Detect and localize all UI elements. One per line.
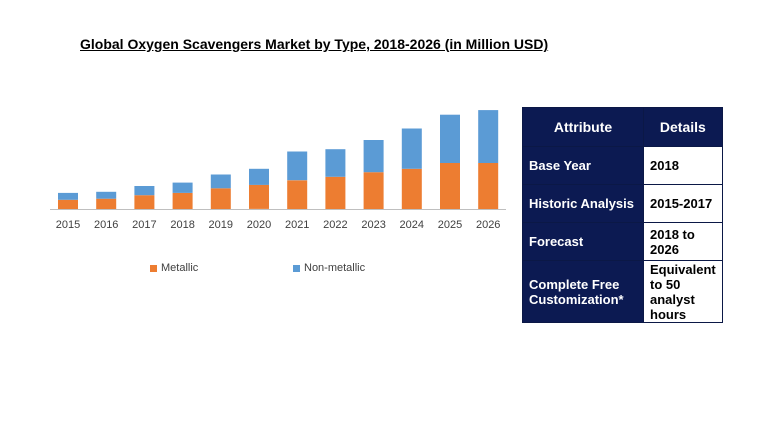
table-row: Historic Analysis 2015-2017 (522, 184, 723, 223)
bar-metallic-2021 (287, 180, 308, 209)
stacked-bar-chart: 2015 2016 2017 2018 2019 2020 2021 2022 2023 2024… (50, 110, 506, 231)
bar-non-metallic-2022 (325, 149, 346, 177)
table-row: Forecast 2018 to 2026 (522, 222, 723, 261)
row-details: 2015-2017 (643, 184, 723, 223)
x-tick-label: 2017 (132, 219, 156, 231)
bar-non-metallic-2015 (58, 192, 78, 200)
table-row: Base Year 2018 (522, 146, 723, 185)
bar-metallic-2015 (58, 199, 78, 209)
bar-metallic-2017 (134, 195, 155, 209)
x-tick-label: 2019 (209, 219, 233, 231)
legend-swatch-metallic (150, 264, 157, 272)
bar-non-metallic-2017 (134, 186, 155, 196)
bar-metallic-2025 (440, 163, 460, 209)
bar-non-metallic-2020 (249, 168, 269, 185)
attribute-table: Attribute Details Base Year 2018 Histori… (522, 107, 723, 323)
bar-non-metallic-2023 (363, 140, 384, 173)
legend-label-metallic: Metallic (161, 262, 199, 274)
bar-metallic-2016 (96, 198, 117, 209)
x-tick-label: 2018 (170, 219, 194, 231)
legend-label-non-metallic: Non-metallic (304, 262, 366, 274)
bar-metallic-2019 (210, 188, 231, 209)
bar-non-metallic-2024 (401, 128, 422, 169)
x-tick-label: 2023 (361, 219, 385, 231)
bar-non-metallic-2019 (210, 174, 231, 189)
x-tick-label: 2020 (247, 219, 271, 231)
x-tick-label: 2015 (56, 219, 80, 231)
x-axis-ticks: 2015 2016 2017 2018 2019 2020 2021 2022 2023 2024… (56, 219, 501, 231)
header-details: Details (643, 107, 723, 147)
bar-non-metallic-2026 (478, 110, 499, 163)
x-tick-label: 2026 (476, 219, 500, 231)
table-row: Complete Free Customization* Equivalent … (522, 260, 723, 323)
bar-metallic-2024 (401, 168, 422, 210)
bar-metallic-2026 (478, 163, 499, 209)
bar-metallic-2023 (363, 172, 384, 209)
x-tick-label: 2021 (285, 219, 309, 231)
row-details: 2018 to 2026 (643, 222, 723, 261)
x-tick-label: 2024 (400, 219, 424, 231)
legend-non-metallic: Non-metallic (293, 262, 365, 274)
bar-non-metallic-2021 (287, 151, 308, 181)
table-header-row: Attribute Details (522, 107, 723, 147)
x-tick-label: 2022 (323, 219, 347, 231)
bar-non-metallic-2018 (172, 182, 193, 193)
bar-non-metallic-2025 (440, 114, 460, 163)
legend-swatch-non-metallic (293, 264, 300, 272)
chart-title: Global Oxygen Scavengers Market by Type,… (80, 36, 549, 52)
row-attribute: Complete Free Customization* (522, 260, 644, 323)
legend-metallic: Metallic (150, 262, 198, 274)
row-attribute: Forecast (522, 222, 644, 261)
row-details: Equivalent to 50 analyst hours (643, 260, 723, 323)
bar-metallic-2018 (172, 192, 193, 209)
header-attribute: Attribute (522, 107, 644, 147)
bar-metallic-2020 (249, 184, 269, 209)
bar-non-metallic-2016 (96, 191, 117, 199)
row-attribute: Base Year (522, 146, 644, 185)
x-tick-label: 2025 (438, 219, 462, 231)
bars-group (58, 110, 499, 210)
row-attribute: Historic Analysis (522, 184, 644, 223)
x-tick-label: 2016 (94, 219, 118, 231)
row-details: 2018 (643, 146, 723, 185)
bar-metallic-2022 (325, 176, 346, 209)
